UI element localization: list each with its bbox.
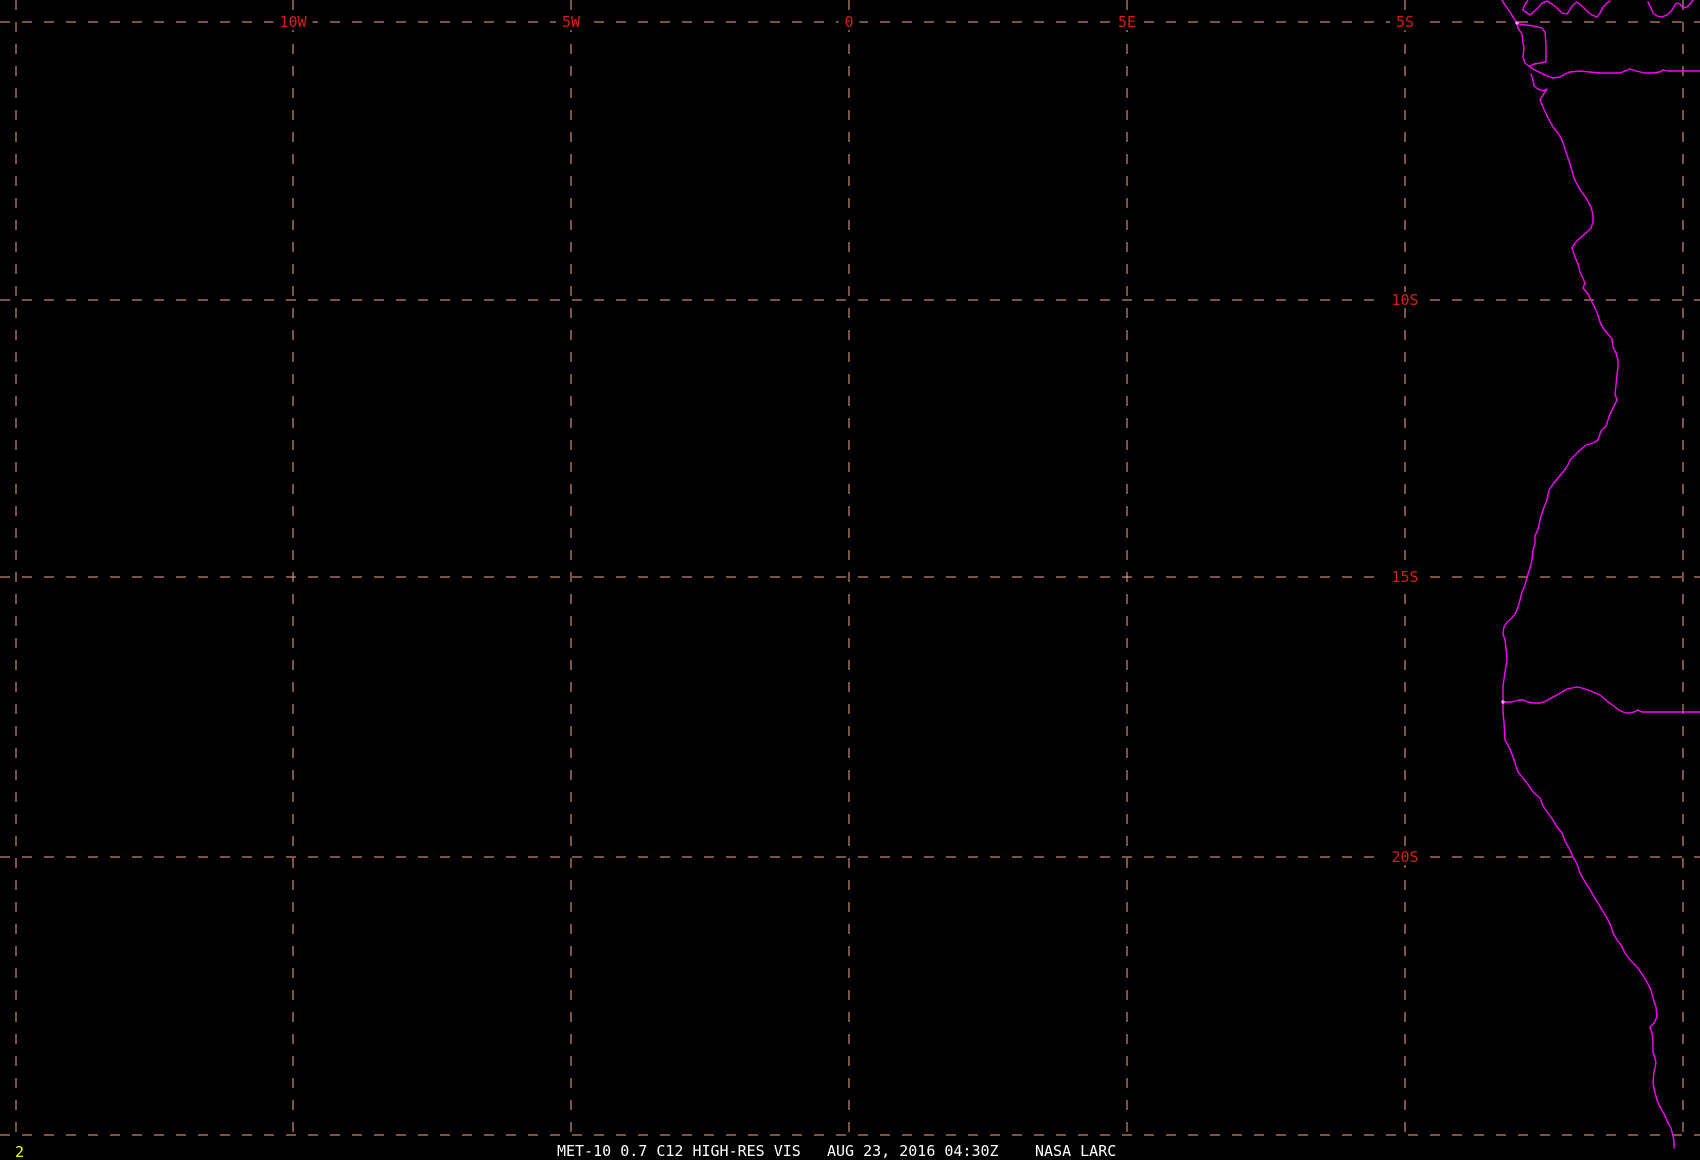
latitude-label-backing xyxy=(1390,14,1420,30)
coast-to-river-mouth xyxy=(1516,22,1571,79)
latitude-label-backing xyxy=(1385,849,1425,865)
latitude-label: 15S xyxy=(1391,568,1418,586)
longitude-label: 0 xyxy=(844,13,853,31)
caption-source: NASA LARC xyxy=(1035,1142,1116,1160)
south-border xyxy=(1502,686,1700,714)
latitude-label: 20S xyxy=(1391,848,1418,866)
enclave-border xyxy=(1518,23,1547,67)
coastline-junction-dot xyxy=(1501,700,1505,704)
latitude-label-backing xyxy=(1385,292,1425,308)
longitude-label: 10W xyxy=(279,13,307,31)
longitude-label-backing xyxy=(273,14,313,30)
longitude-label-backing xyxy=(556,14,586,30)
frame-counter: 2 xyxy=(15,1143,24,1160)
caption-sensor-channel: MET-10 0.7 C12 HIGH-RES VIS xyxy=(557,1142,801,1160)
main-coastline xyxy=(1502,73,1675,1149)
coastline-layer xyxy=(1501,0,1700,1149)
latitude-label-backing xyxy=(1385,569,1425,585)
coastline-junction-dot xyxy=(1515,21,1519,25)
caption-layer: MET-10 0.7 C12 HIGH-RES VIS AUG 23, 2016… xyxy=(15,1142,1116,1160)
longitude-label: 5W xyxy=(562,13,581,31)
caption-datetime: AUG 23, 2016 04:30Z xyxy=(827,1142,999,1160)
longitude-label-backing xyxy=(838,14,860,30)
longitude-label: 5E xyxy=(1118,13,1136,31)
latitude-label: 10S xyxy=(1391,291,1418,309)
coast-north-segment xyxy=(1501,0,1518,24)
grid-labels-layer: 10W 5W 0 5E 5S 10S 15S 20S xyxy=(273,13,1425,866)
latitude-label: 5S xyxy=(1396,13,1414,31)
top-border-west xyxy=(1522,0,1611,18)
east-border-upper xyxy=(1569,68,1700,74)
top-border-east xyxy=(1647,0,1694,18)
longitude-label-backing xyxy=(1112,14,1142,30)
